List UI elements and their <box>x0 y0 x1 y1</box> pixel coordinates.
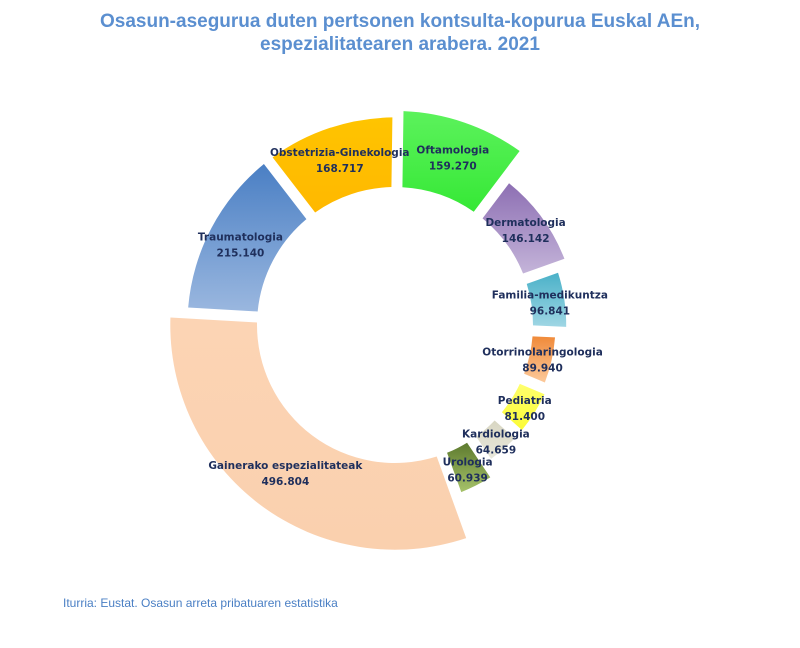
value-label-familia-medikuntza: 96.841 <box>530 306 571 318</box>
value-label-dermatologia: 146.142 <box>502 233 550 245</box>
label-urologia: Urologia <box>443 457 493 469</box>
slice-oftamologia <box>402 111 520 212</box>
value-label-otorrinolaringologia: 89.940 <box>522 362 563 374</box>
value-label-traumatologia: 215.140 <box>217 247 265 259</box>
value-label-pediatria: 81.400 <box>504 411 545 423</box>
label-oftamologia: Oftamologia <box>416 145 489 157</box>
chart-title: Osasun-asegurua duten pertsonen kontsult… <box>40 10 760 56</box>
label-traumatologia: Traumatologia <box>198 231 283 243</box>
slice-traumatologia <box>188 164 307 312</box>
slice-dermatologia <box>482 183 565 274</box>
value-label-kardiologia: 64.659 <box>476 445 517 457</box>
label-pediatria: Pediatria <box>498 395 552 407</box>
label-dermatologia: Dermatologia <box>485 217 565 229</box>
label-obstetrizia-ginekologia: Obstetrizia-Ginekologia <box>270 147 410 159</box>
slice-kardiologia <box>476 420 515 459</box>
chart-title-line-1: Osasun-asegurua duten pertsonen kontsult… <box>99 11 700 32</box>
slice-familia-medikuntza <box>526 272 567 327</box>
slice-pediatria <box>501 383 545 431</box>
source-note: Iturria: Eustat. Osasun arreta pribatuar… <box>63 596 338 610</box>
label-otorrinolaringologia: Otorrinolaringologia <box>482 346 602 358</box>
value-label-gainerako-espezialitateak: 496.804 <box>261 476 309 488</box>
slices-layer <box>170 111 567 550</box>
slice-obstetrizia-ginekologia <box>272 117 393 213</box>
label-gainerako-espezialitateak: Gainerako espezialitateak <box>208 460 363 472</box>
labels-layer: Oftamologia 159.270 Dermatologia 146.142 Fam… <box>198 145 608 488</box>
label-kardiologia: Kardiologia <box>462 429 530 441</box>
chart-title-line-2: espezialitatearen arabera. 2021 <box>260 34 540 55</box>
slice-gainerako-espezialitateak <box>170 317 467 550</box>
slice-otorrinolaringologia <box>524 336 556 383</box>
label-familia-medikuntza: Familia-medikuntza <box>492 290 608 302</box>
slice-urologia <box>447 442 491 493</box>
value-label-urologia: 60.939 <box>447 473 488 485</box>
value-label-oftamologia: 159.270 <box>429 161 477 173</box>
value-label-obstetrizia-ginekologia: 168.717 <box>316 163 364 175</box>
